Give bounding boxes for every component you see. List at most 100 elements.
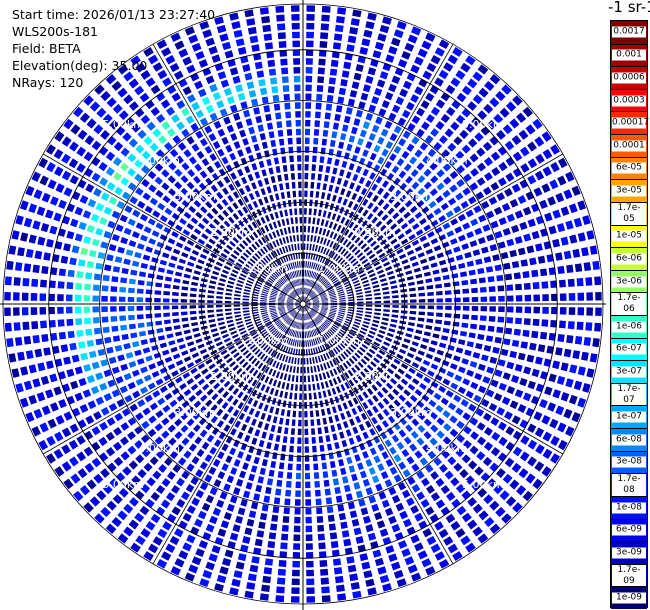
beta-cell [158,135,167,145]
beta-cell [421,40,432,50]
beta-cell [230,467,238,476]
beta-cell [523,318,531,326]
beta-cell [234,180,241,188]
beta-cell [318,314,325,319]
beta-cell [364,317,371,322]
beta-cell [457,213,467,222]
beta-cell [242,310,250,313]
beta-cell [176,337,184,344]
beta-cell [155,222,164,230]
beta-cell [494,369,503,378]
beta-cell [484,80,495,92]
beta-cell [506,238,515,247]
beta-cell [511,339,520,348]
beta-cell [197,88,207,98]
beta-cell [525,473,536,484]
beta-cell [337,291,345,295]
beta-cell [585,322,593,331]
beta-cell [134,251,142,259]
beta-cell [117,510,128,521]
beta-cell [312,262,316,270]
beta-cell [233,297,241,300]
beta-cell [500,251,509,260]
beta-cell [345,410,352,418]
beta-cell [233,337,241,343]
beta-cell [441,241,450,249]
beta-cell [583,337,591,346]
beta-cell [461,512,472,523]
beta-cell [28,364,37,374]
beta-cell [307,234,310,242]
beta-cell [247,326,255,331]
beta-cell [237,391,244,399]
beta-cell [385,382,393,390]
beta-cell [216,408,224,417]
beta-cell [336,214,341,222]
beta-cell [498,217,507,226]
beta-cell [137,129,147,139]
beta-cell [389,133,398,142]
beta-cell [104,336,112,344]
beta-cell [347,399,354,408]
beta-cell [176,394,185,402]
beta-cell [415,229,424,236]
beta-cell [430,128,440,137]
beta-cell [338,295,346,298]
beta-cell [107,379,116,388]
beta-cell [288,308,295,312]
beta-cell [219,566,229,575]
beta-cell [186,94,196,103]
beta-cell [304,331,307,339]
beta-cell [358,423,366,432]
beta-cell [281,266,287,273]
start-time: Start time: 2026/01/13 23:27:40 [12,7,216,22]
beta-cell [233,439,240,448]
beta-cell [582,383,591,393]
beta-cell [169,62,180,73]
beta-cell [365,265,373,271]
beta-cell [411,418,420,427]
beta-cell [586,230,595,240]
beta-cell [380,431,388,440]
beta-cell [345,253,352,259]
beta-cell [301,313,303,321]
beta-cell [552,360,561,370]
beta-cell [359,273,367,278]
beta-cell [48,319,56,328]
beta-cell [148,238,157,245]
beta-cell [403,163,412,172]
beta-cell [108,243,117,252]
beta-cell [308,279,311,287]
beta-cell [334,320,341,326]
beta-cell [506,361,515,370]
beta-cell [175,444,184,453]
beta-cell [434,47,445,57]
beta-cell [279,294,286,298]
beta-cell [195,130,204,139]
beta-cell [119,315,127,322]
beta-cell [242,361,249,368]
beta-cell [186,378,195,385]
beta-cell [239,330,247,335]
beta-cell [193,175,201,184]
beta-cell [426,62,437,73]
colorbar-label: 1e-06 [612,321,646,333]
beta-cell [181,107,190,117]
beta-cell [385,545,395,554]
beta-cell [345,493,353,501]
beta-cell [273,272,279,278]
beta-cell [328,250,333,257]
beta-cell [506,317,514,324]
beta-cell [421,121,430,131]
beta-cell [154,176,163,185]
beta-cell [332,368,338,376]
beta-cell [293,290,298,296]
beta-cell [70,124,81,135]
beta-cell [348,299,355,302]
beta-cell [566,264,574,274]
beta-cell [453,462,463,472]
beta-cell [40,320,48,329]
beta-cell [548,267,556,276]
beta-cell [275,361,280,369]
beta-cell [444,128,454,138]
